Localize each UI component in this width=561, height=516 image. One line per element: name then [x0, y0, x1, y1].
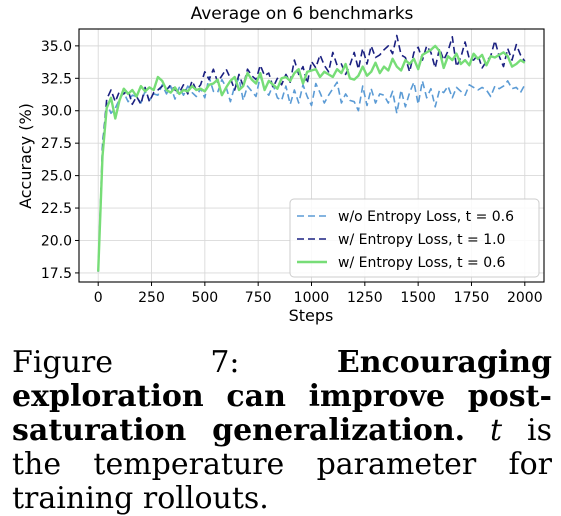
y-tick-label: 27.5 [41, 136, 72, 152]
legend-label-1: w/o Entropy Loss, t = 0.6 [338, 209, 514, 225]
y-axis-label: Accuracy (%) [16, 103, 35, 209]
series-line-2 [97, 34, 526, 272]
chart-title: Average on 6 benchmarks [191, 4, 414, 24]
x-tick-label: 1750 [454, 290, 490, 306]
x-tick-label: 2000 [507, 290, 543, 306]
legend-label-2: w/ Entropy Loss, t = 1.0 [338, 232, 505, 248]
figure-caption: Figure 7: Encouraging exploration can im… [12, 346, 552, 516]
x-tick-labels: 0 250 500 750 1000 1250 1500 1750 2000 [94, 282, 543, 306]
y-tick-label: 32.5 [41, 71, 72, 87]
y-tick-label: 30.0 [41, 104, 72, 120]
legend-box [289, 198, 540, 278]
y-tick-label: 17.5 [41, 266, 72, 282]
x-tick-label: 1500 [400, 290, 436, 306]
caption-bold-text: Encouraging exploration can improve post… [12, 345, 552, 448]
chart: Average on 6 benchmarks 0 250 500 750 1000 12… [16, 4, 545, 325]
y-tick-label: 22.5 [41, 201, 72, 217]
series-layer [97, 34, 526, 272]
y-tick-labels: 17.5 20.0 22.5 25.0 27.5 30.0 32.5 35.0 [41, 39, 79, 282]
temperature-variable: t [490, 413, 503, 448]
y-tick-label: 35.0 [41, 39, 72, 55]
x-tick-label: 250 [138, 290, 165, 306]
x-tick-label: 500 [191, 290, 218, 306]
series-line-3 [97, 44, 526, 272]
legend: w/o Entropy Loss, t = 0.6 w/ Entropy Loss… [289, 198, 540, 278]
series-line-1 [97, 74, 526, 272]
x-tick-label: 0 [94, 290, 103, 306]
figure-label: Figure 7: [12, 345, 240, 380]
x-axis-label: Steps [289, 306, 334, 325]
y-tick-label: 25.0 [41, 169, 72, 185]
legend-label-3: w/ Entropy Loss, t = 0.6 [338, 255, 506, 271]
y-tick-label: 20.0 [41, 233, 72, 249]
x-tick-label: 1250 [347, 290, 383, 306]
x-tick-label: 750 [245, 290, 272, 306]
x-tick-label: 1000 [294, 290, 330, 306]
